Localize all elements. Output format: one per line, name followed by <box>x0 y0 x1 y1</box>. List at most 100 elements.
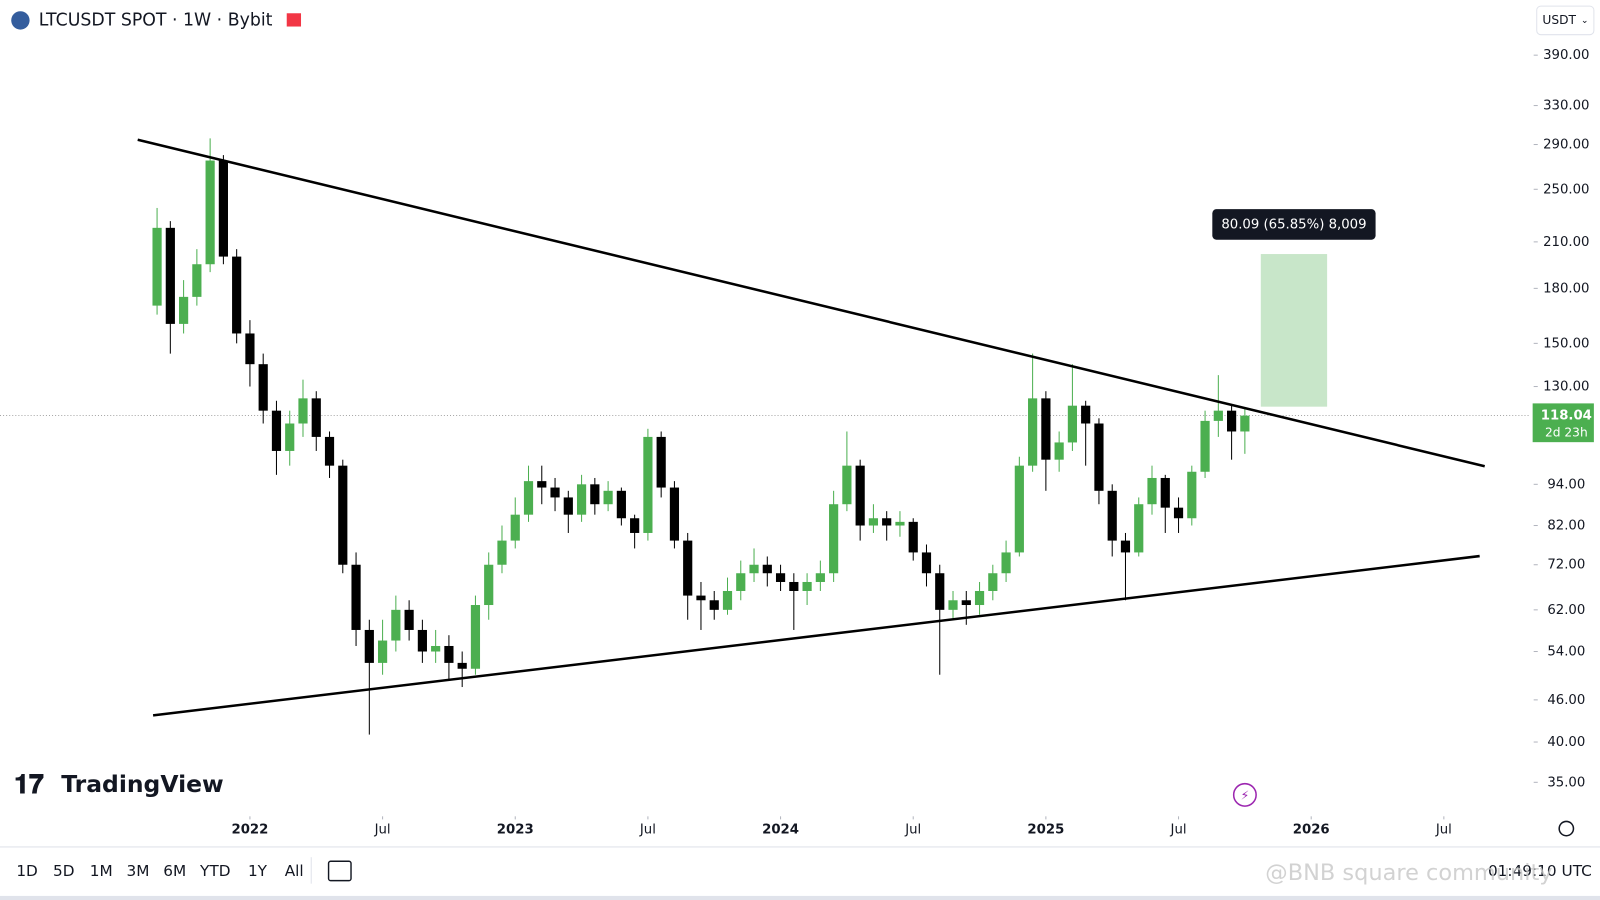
candle-body <box>457 662 467 669</box>
range-button[interactable]: All <box>285 862 304 880</box>
candle-body <box>643 436 653 533</box>
logo-mark: 𝟏𝟕 <box>14 769 44 800</box>
y-tick-label: 46.00 <box>1547 693 1585 708</box>
candle-body <box>948 600 958 610</box>
candle-body <box>1067 405 1078 443</box>
candle-body <box>497 540 507 565</box>
candle-body <box>842 465 852 505</box>
candle-body <box>338 465 348 565</box>
flag-icon[interactable] <box>286 13 302 27</box>
x-tick-label: 2023 <box>497 823 534 838</box>
candle-body <box>762 564 772 574</box>
candle-body <box>391 609 401 641</box>
candle-body <box>829 504 839 574</box>
x-tick-label: Jul <box>904 823 921 838</box>
x-tick-label: 2025 <box>1027 823 1064 838</box>
trendline <box>152 554 1480 717</box>
range-button[interactable]: 6M <box>163 862 186 880</box>
range-button[interactable]: 3M <box>127 862 150 880</box>
range-button[interactable]: 1D <box>16 862 38 880</box>
lightning-glyph[interactable]: ⚡ <box>1241 788 1250 802</box>
candle-body <box>1028 398 1038 466</box>
candle-body <box>550 487 560 498</box>
candle-body <box>1173 507 1184 519</box>
candle-body <box>1081 405 1091 424</box>
settings-icon[interactable] <box>1558 820 1575 837</box>
candle-body <box>537 481 547 488</box>
watermark: @BNB square community <box>1265 860 1552 886</box>
candle-body <box>1160 477 1170 508</box>
symbol-title[interactable]: LTCUSDT SPOT · 1W · Bybit <box>39 10 273 30</box>
candle-body <box>775 573 786 582</box>
candle-body <box>364 629 374 663</box>
candle-body <box>470 605 481 669</box>
candle-body <box>245 333 255 365</box>
candle-body <box>908 521 918 553</box>
candle-body <box>1014 465 1024 553</box>
y-tick-label: 54.00 <box>1547 645 1585 660</box>
measure-box <box>1260 254 1328 407</box>
candle-body <box>1041 398 1051 460</box>
range-button[interactable]: 1M <box>90 862 113 880</box>
candle-body <box>855 465 865 526</box>
bottom-bar <box>0 895 1600 900</box>
candle-body <box>988 573 998 591</box>
candle-body <box>696 595 706 601</box>
candle-body <box>179 296 189 324</box>
y-tick-label: 94.00 <box>1547 477 1585 492</box>
candle-body <box>1001 552 1011 574</box>
candle-body <box>576 484 587 515</box>
candle-body <box>192 264 202 297</box>
candle-body <box>205 160 215 265</box>
range-button[interactable]: 1Y <box>248 862 268 880</box>
x-tick-label: 2026 <box>1293 823 1330 838</box>
coin-icon <box>11 11 30 30</box>
candle-body <box>590 484 600 505</box>
candle-body <box>285 423 295 451</box>
currency-button[interactable] <box>1536 5 1595 36</box>
candle-body <box>630 518 640 533</box>
candle-body <box>722 590 733 610</box>
date-range-icon[interactable] <box>327 860 352 882</box>
candle-body <box>669 487 680 541</box>
x-tick-label: Jul <box>374 823 391 838</box>
lightning-icon[interactable] <box>1232 782 1257 807</box>
candle-body <box>868 518 879 526</box>
last-price-label: 118.04 <box>1541 409 1592 424</box>
range-button[interactable]: 5D <box>53 862 75 880</box>
candle-body <box>616 490 626 519</box>
candle-body <box>510 514 520 541</box>
candle-body <box>935 573 945 610</box>
last-price-badge <box>1532 403 1594 443</box>
candle-body <box>603 490 613 505</box>
candle-body <box>1094 423 1104 491</box>
candle-body <box>961 600 971 606</box>
candle-body <box>1054 442 1064 460</box>
currency-label[interactable]: USDT <box>1542 13 1576 27</box>
x-tick-label: Jul <box>1170 823 1187 838</box>
y-tick-label: 210.00 <box>1543 235 1589 250</box>
candle-body <box>218 160 228 257</box>
candle-body <box>709 600 719 610</box>
x-tick-label: Jul <box>1435 823 1452 838</box>
candle-body <box>1240 415 1250 432</box>
y-tick-label: 72.00 <box>1547 558 1585 573</box>
logo: TradingView <box>61 770 223 798</box>
candle-body <box>351 564 361 630</box>
candle-body <box>683 540 693 596</box>
candle-body <box>523 481 534 515</box>
range-button[interactable]: YTD <box>199 862 230 880</box>
y-tick-label: 62.00 <box>1547 603 1585 618</box>
candle-body <box>563 497 573 515</box>
countdown-label: 2d 23h <box>1545 425 1588 439</box>
candle-body <box>165 227 175 324</box>
chevron[interactable]: ⌄ <box>1581 15 1589 26</box>
measure-label: 80.09 (65.85%) 8,009 <box>1221 217 1366 232</box>
x-tick-label: 2022 <box>231 823 268 838</box>
y-tick-label: 250.00 <box>1543 182 1589 197</box>
candle-body <box>882 518 892 526</box>
y-tick-label: 82.00 <box>1547 519 1585 534</box>
candle-body <box>1107 490 1117 541</box>
candle-body <box>736 573 746 591</box>
